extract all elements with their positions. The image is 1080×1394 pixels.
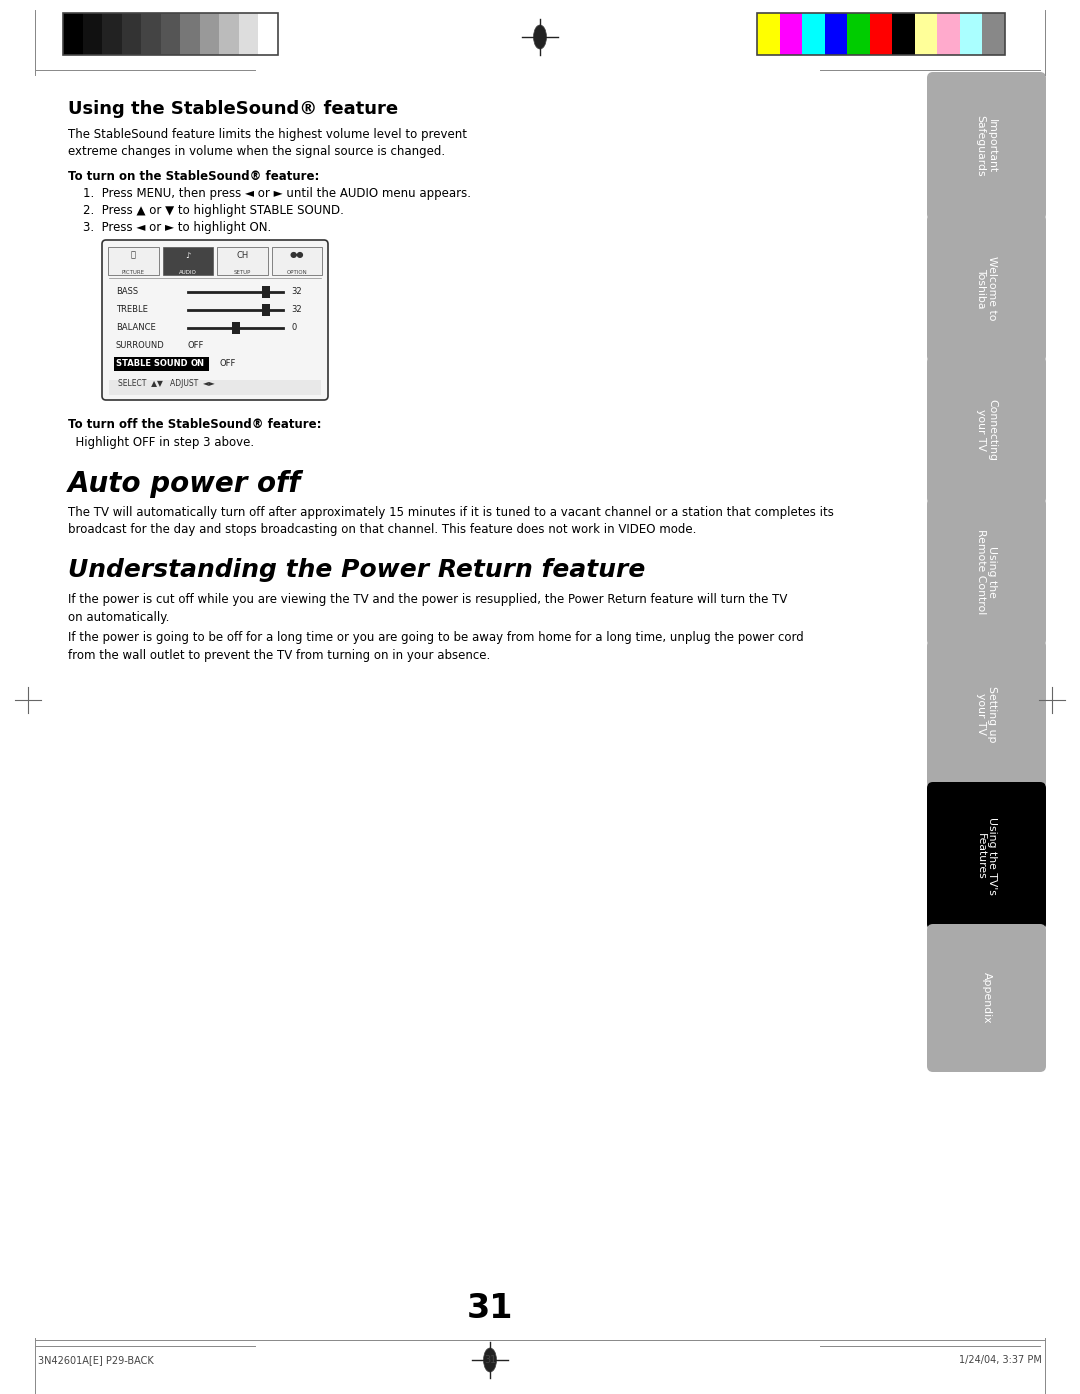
Bar: [219, 13, 239, 54]
Bar: [869, 13, 892, 54]
Text: ♪: ♪: [185, 251, 190, 259]
FancyBboxPatch shape: [102, 240, 328, 400]
Text: To turn on the StableSound® feature:: To turn on the StableSound® feature:: [68, 170, 320, 183]
FancyBboxPatch shape: [927, 355, 1047, 505]
Bar: [757, 13, 780, 54]
Text: Setting up
your TV: Setting up your TV: [975, 686, 997, 742]
Text: Welcome to
Toshiba: Welcome to Toshiba: [975, 255, 997, 321]
Bar: [109, 381, 321, 395]
Bar: [239, 13, 258, 54]
Bar: [983, 13, 1005, 54]
Text: TREBLE: TREBLE: [116, 305, 148, 315]
Bar: [261, 304, 270, 316]
Bar: [780, 13, 802, 54]
Text: BALANCE: BALANCE: [116, 323, 156, 333]
Text: 31: 31: [467, 1291, 513, 1324]
Text: OFF: OFF: [188, 342, 204, 350]
Text: Important
Safeguards: Important Safeguards: [975, 116, 997, 177]
Text: Connecting
your TV: Connecting your TV: [975, 399, 997, 461]
FancyBboxPatch shape: [927, 924, 1047, 1072]
Ellipse shape: [484, 1348, 497, 1372]
Text: Using the StableSound® feature: Using the StableSound® feature: [68, 100, 399, 118]
Bar: [122, 13, 141, 54]
Text: ON: ON: [191, 360, 205, 368]
Bar: [180, 13, 200, 54]
Bar: [63, 13, 82, 54]
Bar: [161, 13, 180, 54]
Bar: [960, 13, 983, 54]
Text: PICTURE: PICTURE: [122, 270, 145, 276]
Bar: [915, 13, 937, 54]
Text: OFF: OFF: [220, 360, 237, 368]
FancyBboxPatch shape: [927, 72, 1047, 220]
Bar: [187, 357, 210, 371]
Text: 3N42601A[E] P29-BACK: 3N42601A[E] P29-BACK: [38, 1355, 153, 1365]
Bar: [162, 247, 213, 275]
Text: 31: 31: [484, 1355, 496, 1365]
Text: 1/24/04, 3:37 PM: 1/24/04, 3:37 PM: [959, 1355, 1042, 1365]
Text: 32: 32: [291, 287, 301, 297]
Bar: [892, 13, 915, 54]
Text: SETUP: SETUP: [233, 270, 251, 276]
Text: Auto power off: Auto power off: [68, 470, 301, 498]
Bar: [847, 13, 869, 54]
FancyBboxPatch shape: [927, 640, 1047, 788]
Text: CH: CH: [237, 251, 248, 259]
Text: SELECT  ▲▼   ADJUST  ◄►: SELECT ▲▼ ADJUST ◄►: [118, 379, 215, 389]
Text: Using the
Remote Control: Using the Remote Control: [975, 530, 997, 615]
Text: 3.  Press ◄ or ► to highlight ON.: 3. Press ◄ or ► to highlight ON.: [83, 222, 271, 234]
FancyBboxPatch shape: [927, 498, 1047, 645]
Bar: [103, 13, 122, 54]
Text: 0: 0: [291, 323, 296, 333]
Text: If the power is cut off while you are viewing the TV and the power is resupplied: If the power is cut off while you are vi…: [68, 592, 787, 623]
Bar: [63, 13, 278, 54]
Bar: [200, 13, 219, 54]
Bar: [825, 13, 847, 54]
Text: ●●: ●●: [289, 251, 303, 259]
Text: Highlight OFF in step 3 above.: Highlight OFF in step 3 above.: [68, 436, 254, 449]
Bar: [231, 322, 240, 335]
Text: Appendix: Appendix: [982, 972, 991, 1023]
Text: The StableSound feature limits the highest volume level to prevent
extreme chang: The StableSound feature limits the highe…: [68, 128, 467, 159]
Bar: [108, 247, 159, 275]
Text: 1.  Press MENU, then press ◄ or ► until the AUDIO menu appears.: 1. Press MENU, then press ◄ or ► until t…: [83, 187, 471, 199]
Text: SURROUND: SURROUND: [116, 342, 165, 350]
Bar: [261, 286, 270, 298]
Bar: [802, 13, 825, 54]
Bar: [141, 13, 161, 54]
Bar: [217, 247, 268, 275]
Text: BASS: BASS: [116, 287, 138, 297]
Text: Using the TV's
Features: Using the TV's Features: [975, 817, 997, 895]
Text: The TV will automatically turn off after approximately 15 minutes if it is tuned: The TV will automatically turn off after…: [68, 506, 834, 537]
Text: AUDIO: AUDIO: [179, 270, 197, 276]
Bar: [258, 13, 278, 54]
FancyBboxPatch shape: [927, 215, 1047, 362]
Bar: [82, 13, 103, 54]
Text: STABLE SOUND: STABLE SOUND: [116, 360, 188, 368]
Text: Understanding the Power Return feature: Understanding the Power Return feature: [68, 558, 646, 583]
Bar: [271, 247, 322, 275]
Text: 32: 32: [291, 305, 301, 315]
Text: If the power is going to be off for a long time or you are going to be away from: If the power is going to be off for a lo…: [68, 631, 804, 662]
Text: To turn off the StableSound® feature:: To turn off the StableSound® feature:: [68, 418, 322, 431]
Bar: [937, 13, 960, 54]
Text: 2.  Press ▲ or ▼ to highlight STABLE SOUND.: 2. Press ▲ or ▼ to highlight STABLE SOUN…: [83, 204, 343, 217]
Text: ⛵: ⛵: [131, 251, 136, 259]
FancyBboxPatch shape: [927, 782, 1047, 930]
Bar: [757, 13, 1005, 54]
Ellipse shape: [534, 25, 546, 49]
Text: OPTION: OPTION: [286, 270, 307, 276]
